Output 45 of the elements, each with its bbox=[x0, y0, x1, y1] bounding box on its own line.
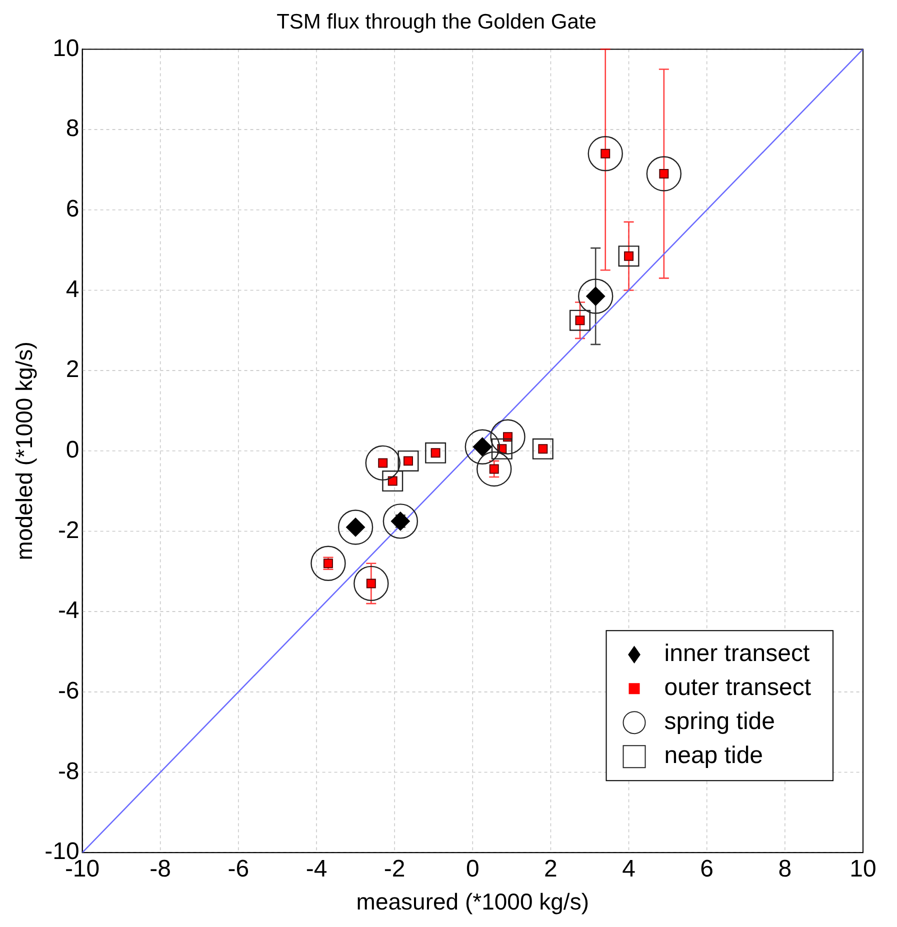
point bbox=[310, 546, 346, 581]
chart-title: TSM flux through the Golden Gate bbox=[276, 10, 596, 34]
y-tick-label: 0 bbox=[66, 436, 80, 464]
y-tick-label: -2 bbox=[58, 516, 80, 544]
y-tick-label: 4 bbox=[66, 276, 80, 303]
x-tick-label: 8 bbox=[778, 856, 792, 883]
point bbox=[354, 566, 389, 602]
x-tick-label: 2 bbox=[544, 856, 558, 883]
point bbox=[646, 156, 682, 192]
x-tick-label: 4 bbox=[622, 856, 636, 883]
point bbox=[398, 450, 419, 472]
point bbox=[578, 278, 614, 314]
point bbox=[491, 438, 512, 460]
x-tick-label: -4 bbox=[306, 856, 328, 883]
point bbox=[569, 310, 590, 331]
x-axis-title: measured (*1000 kg/s) bbox=[356, 888, 589, 915]
point bbox=[464, 429, 500, 464]
y-tick-label: -8 bbox=[58, 758, 80, 785]
y-tick-label: 10 bbox=[52, 34, 80, 62]
y-axis-title: modeled (*1000 kg/s) bbox=[11, 342, 38, 560]
x-tick-label: 10 bbox=[850, 856, 876, 883]
y-tick-label: -4 bbox=[58, 597, 80, 624]
legend-label: inner transect bbox=[664, 640, 810, 668]
x-tick-label: -2 bbox=[384, 856, 406, 883]
y-tick-label: 6 bbox=[66, 196, 80, 223]
point bbox=[476, 451, 512, 487]
point bbox=[588, 136, 623, 172]
point bbox=[532, 438, 554, 460]
legend-label: spring tide bbox=[664, 708, 775, 736]
x-tick-label: -8 bbox=[150, 856, 172, 883]
point bbox=[382, 470, 404, 492]
point bbox=[618, 246, 640, 267]
x-tick-label: 0 bbox=[466, 856, 480, 883]
y-tick-label: 2 bbox=[66, 356, 80, 384]
legend-label: outer transect bbox=[664, 674, 812, 702]
legend-label: neap tide bbox=[664, 742, 764, 770]
x-tick-label: 6 bbox=[700, 856, 714, 883]
point bbox=[382, 504, 418, 539]
point bbox=[338, 510, 374, 545]
y-tick-label: -6 bbox=[58, 678, 80, 705]
point bbox=[490, 419, 526, 454]
point bbox=[365, 445, 400, 481]
point bbox=[425, 442, 446, 464]
y-tick-label: 8 bbox=[66, 115, 80, 142]
x-tick-label: -6 bbox=[228, 856, 250, 883]
